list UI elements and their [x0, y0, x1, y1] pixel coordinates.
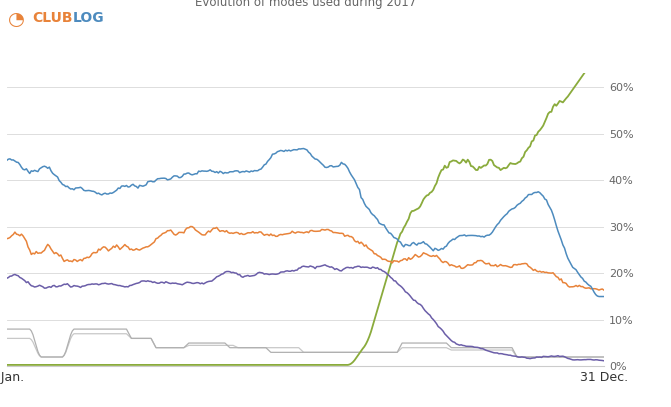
Text: Evolution of modes used during 2017: Evolution of modes used during 2017 [195, 0, 416, 9]
Text: CLUB: CLUB [32, 11, 72, 25]
Text: LOG: LOG [73, 11, 105, 25]
Text: ◔: ◔ [8, 10, 25, 29]
